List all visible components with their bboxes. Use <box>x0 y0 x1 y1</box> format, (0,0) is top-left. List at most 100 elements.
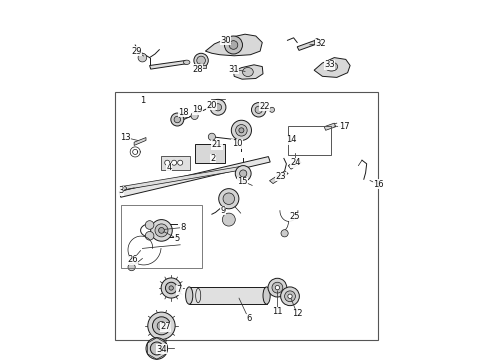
Circle shape <box>281 287 299 306</box>
Circle shape <box>210 99 226 115</box>
Circle shape <box>191 112 198 120</box>
Circle shape <box>152 317 171 335</box>
Text: 8: 8 <box>180 223 185 232</box>
Circle shape <box>272 282 283 293</box>
Circle shape <box>171 113 184 126</box>
Text: 21: 21 <box>212 140 222 149</box>
Text: 30: 30 <box>220 36 230 45</box>
Text: 9: 9 <box>221 206 226 215</box>
Bar <box>121 205 202 268</box>
Circle shape <box>275 285 280 290</box>
Bar <box>162 156 190 170</box>
Text: 20: 20 <box>207 100 217 109</box>
Text: 18: 18 <box>178 108 189 117</box>
Circle shape <box>145 221 154 229</box>
Circle shape <box>159 228 164 233</box>
Text: 22: 22 <box>260 102 270 111</box>
Circle shape <box>157 321 166 330</box>
Text: 10: 10 <box>232 139 243 148</box>
Text: 14: 14 <box>287 135 297 144</box>
Polygon shape <box>233 65 263 79</box>
Text: 6: 6 <box>246 314 251 323</box>
Polygon shape <box>324 123 336 130</box>
Circle shape <box>288 294 292 298</box>
Circle shape <box>231 120 251 140</box>
Ellipse shape <box>315 39 319 46</box>
Ellipse shape <box>183 60 190 64</box>
Circle shape <box>151 220 172 241</box>
Circle shape <box>197 56 205 65</box>
Circle shape <box>239 128 244 133</box>
Text: 29: 29 <box>131 46 142 55</box>
Text: 5: 5 <box>174 234 179 243</box>
Text: 4: 4 <box>167 163 172 172</box>
Circle shape <box>223 193 235 204</box>
Circle shape <box>155 224 168 237</box>
Text: 23: 23 <box>276 172 286 181</box>
Text: 34: 34 <box>156 345 167 354</box>
Text: 15: 15 <box>237 177 248 186</box>
Polygon shape <box>122 166 242 190</box>
Circle shape <box>251 103 266 117</box>
Circle shape <box>145 231 154 240</box>
Circle shape <box>169 286 173 290</box>
Ellipse shape <box>120 186 126 190</box>
Text: 31: 31 <box>228 65 239 74</box>
Polygon shape <box>288 159 301 169</box>
Polygon shape <box>205 34 262 56</box>
Circle shape <box>146 338 168 359</box>
Circle shape <box>166 282 177 294</box>
Text: 17: 17 <box>339 122 349 131</box>
Polygon shape <box>314 58 350 77</box>
Text: 27: 27 <box>161 323 171 331</box>
Bar <box>288 126 331 155</box>
Circle shape <box>240 170 247 177</box>
Circle shape <box>268 278 287 297</box>
Circle shape <box>174 116 180 123</box>
Circle shape <box>194 53 208 68</box>
Text: 16: 16 <box>373 180 384 189</box>
Circle shape <box>150 342 163 355</box>
Circle shape <box>281 230 288 237</box>
Circle shape <box>128 264 135 271</box>
Ellipse shape <box>263 287 270 304</box>
Text: 3: 3 <box>118 186 123 195</box>
Ellipse shape <box>325 62 338 71</box>
Bar <box>115 92 378 340</box>
Circle shape <box>165 160 170 165</box>
Polygon shape <box>297 40 317 50</box>
Circle shape <box>222 213 235 226</box>
Circle shape <box>219 189 239 209</box>
Text: 32: 32 <box>315 40 326 49</box>
Text: 2: 2 <box>210 154 215 163</box>
Circle shape <box>208 133 216 140</box>
Bar <box>195 144 225 163</box>
Circle shape <box>229 41 238 49</box>
Polygon shape <box>270 171 288 184</box>
Circle shape <box>285 291 295 302</box>
Text: 25: 25 <box>290 212 300 221</box>
Text: 26: 26 <box>127 256 138 264</box>
Text: 12: 12 <box>292 309 302 318</box>
Bar <box>189 287 267 304</box>
Circle shape <box>270 107 274 112</box>
Circle shape <box>148 312 175 339</box>
Circle shape <box>178 160 183 165</box>
Text: 24: 24 <box>290 158 301 167</box>
Circle shape <box>236 125 247 136</box>
Text: 11: 11 <box>272 307 283 316</box>
Circle shape <box>161 278 181 298</box>
Text: 13: 13 <box>120 133 131 142</box>
Ellipse shape <box>186 287 193 304</box>
Text: 1: 1 <box>140 96 145 105</box>
Text: 33: 33 <box>324 60 335 69</box>
Circle shape <box>224 36 243 54</box>
Circle shape <box>172 160 176 165</box>
Polygon shape <box>196 65 206 68</box>
Polygon shape <box>119 157 270 197</box>
Text: 19: 19 <box>192 105 203 114</box>
Polygon shape <box>149 60 187 69</box>
Circle shape <box>138 53 147 62</box>
Text: 7: 7 <box>177 285 182 294</box>
Text: 28: 28 <box>192 65 203 74</box>
